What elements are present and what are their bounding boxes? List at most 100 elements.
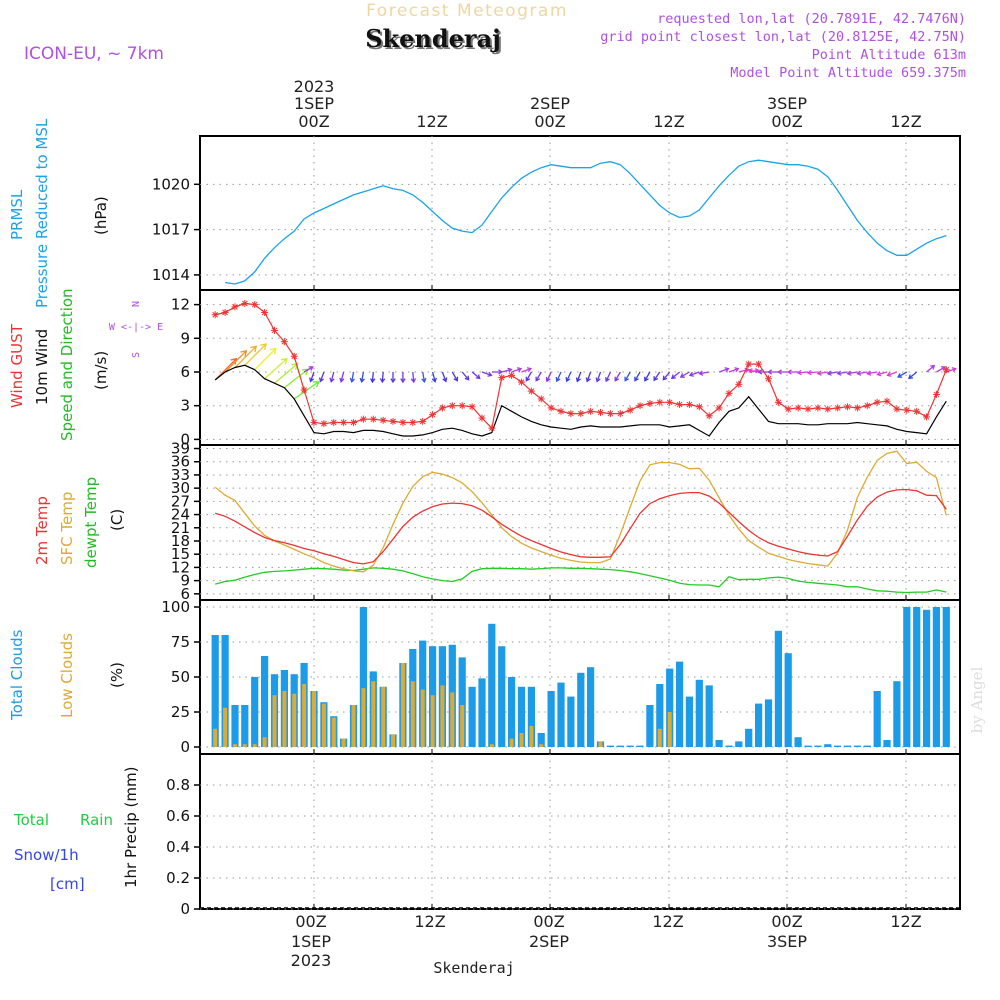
y-tick-label: 100: [161, 598, 190, 616]
wind-arrow-shaft: [586, 371, 592, 382]
wind-arrow: [662, 371, 671, 381]
total-cloud-bar: [359, 607, 367, 747]
gust-marker: [784, 405, 792, 413]
total-cloud-bar: [221, 635, 229, 747]
wind-arrow-shaft: [897, 371, 908, 378]
wind-arrow-shaft: [817, 371, 828, 375]
total-cloud-bar: [458, 657, 466, 747]
low-cloud-bar: [391, 734, 395, 747]
total-cloud-bar: [676, 661, 684, 747]
wind-arrow-head: [379, 378, 386, 384]
gust-marker-d2: [844, 403, 851, 410]
wind-arrow-head: [698, 370, 704, 376]
wind-arrow-head: [339, 377, 345, 383]
gust-marker: [646, 399, 654, 407]
gust-marker-d2: [419, 418, 426, 425]
wind-arrow-shaft: [908, 371, 918, 379]
total-cloud-bar: [557, 682, 565, 747]
total-cloud-bar: [547, 691, 555, 747]
wind-arrow: [786, 369, 799, 375]
gust-marker: [705, 412, 713, 420]
gust-marker-d2: [469, 403, 475, 410]
low-cloud-bar: [233, 744, 237, 747]
gust-marker-d2: [834, 405, 841, 411]
gust-marker: [666, 398, 674, 406]
y-tick-label: 3: [180, 397, 190, 415]
wind-arrow-shaft: [614, 371, 621, 382]
total-cloud-bar: [478, 678, 486, 747]
y-tick-label: 15: [171, 545, 190, 563]
wind-arrow: [400, 372, 406, 384]
gust-marker: [547, 404, 555, 412]
wind-arrow-head: [826, 370, 832, 376]
wind-arrow: [451, 371, 459, 382]
gust-marker-d2: [400, 419, 406, 426]
gust-marker-d2: [518, 379, 525, 385]
product-title: Forecast Meteogram: [366, 1, 568, 21]
panel-data: [211, 607, 950, 747]
gust-marker-d2: [528, 388, 535, 394]
gust-marker: [626, 406, 634, 414]
top-date-3: 3SEP: [767, 94, 807, 113]
gust-marker: [270, 326, 278, 334]
gust-marker: [330, 419, 338, 427]
gust-marker-d2: [824, 406, 831, 412]
gust-marker-d2: [627, 407, 634, 414]
y-tick-label: 0.2: [166, 869, 190, 887]
total-cloud-bar: [834, 745, 842, 747]
y-tick-label: 50: [171, 668, 190, 686]
wind-arrow: [254, 347, 277, 371]
wind-arrow-head: [545, 377, 551, 383]
wind-arrow-head: [535, 376, 541, 382]
low-cloud-bar: [410, 681, 415, 747]
compass-ew: W <-|-> E: [109, 322, 163, 333]
low-cloud-bar: [400, 663, 405, 747]
wind-arrow-head: [464, 375, 470, 381]
gust-marker: [942, 366, 950, 374]
total-cloud-bar: [705, 685, 713, 747]
wind-arrow-shaft: [699, 371, 710, 375]
panel-frame: [199, 135, 961, 291]
cloud-label-low: Low Clouds: [58, 633, 76, 718]
wind-arrow-head: [507, 367, 513, 373]
gust-marker-d2: [449, 402, 456, 409]
gust-marker: [488, 424, 496, 432]
wind-arrow-shaft: [511, 367, 522, 373]
wind-arrow: [926, 364, 936, 373]
wind-arrow-head: [475, 374, 481, 380]
wind-arrow-shaft: [264, 358, 288, 380]
total-cloud-bar: [764, 699, 773, 747]
wind-arrow-shaft: [283, 368, 309, 389]
wind-arrow: [876, 371, 888, 377]
gust-marker: [231, 303, 239, 311]
gust-marker-d2: [726, 390, 732, 397]
gust-marker: [853, 404, 861, 412]
wind-arrow-shaft: [556, 371, 562, 382]
panel-frame: [199, 753, 961, 910]
total-cloud-bar: [814, 745, 822, 747]
wind-arrow-head: [526, 367, 533, 373]
top-hour-6: 12Z: [890, 112, 921, 131]
gust-marker-d2: [271, 327, 278, 334]
wind-arrow-head: [329, 377, 335, 383]
wind-arrow: [575, 371, 582, 383]
wind-arrow: [274, 363, 299, 384]
wind-arrow-shaft: [566, 371, 572, 382]
wind-arrow: [718, 367, 730, 373]
total-cloud-bar: [843, 745, 852, 747]
total-cloud-bar: [685, 696, 693, 747]
y-tick-label: 36: [171, 453, 190, 471]
wind-arrow-head: [349, 377, 355, 383]
total-cloud-bar: [567, 696, 575, 747]
gust-marker: [280, 338, 288, 346]
top-hour-1: 00Z: [298, 112, 329, 131]
wind-label-speed: Speed and Direction: [58, 288, 76, 441]
total-cloud-bar: [695, 679, 703, 747]
wind-arrow-shaft: [653, 371, 661, 381]
model-altitude: Model Point Altitude 659.375m: [730, 65, 966, 81]
gust-marker-d2: [577, 410, 584, 417]
gust-marker: [863, 402, 871, 410]
wind-arrow-head: [250, 345, 258, 353]
gust-marker: [478, 414, 486, 422]
wind-arrow: [545, 371, 552, 383]
